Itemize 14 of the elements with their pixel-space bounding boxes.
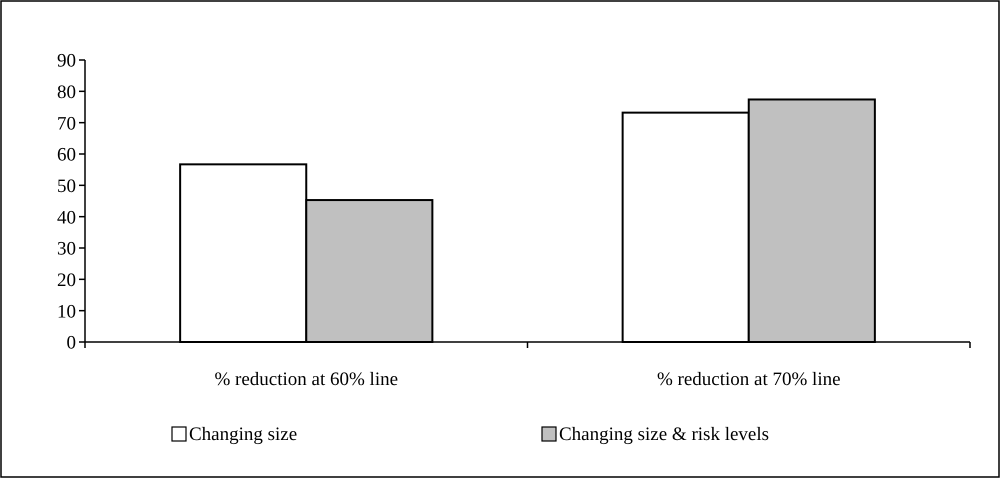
legend-label: Changing size [189, 424, 298, 445]
y-tick-label: 50 [57, 176, 76, 197]
y-tick-label: 70 [57, 113, 76, 134]
y-tick-label: 30 [57, 238, 76, 260]
x-tick-label: % reduction at 70% line [656, 369, 841, 390]
y-tick-label: 90 [57, 50, 76, 72]
y-tick-label: 40 [57, 207, 76, 228]
x-tick-label: % reduction at 60% line [214, 369, 398, 390]
y-tick-label: 10 [57, 301, 76, 322]
y-tick-label: 0 [66, 332, 76, 354]
legend-label: Changing size & risk levels [559, 424, 770, 445]
y-tick-label: 20 [57, 270, 76, 291]
y-tick-label: 80 [57, 82, 76, 103]
y-tick-label: 60 [57, 144, 76, 166]
